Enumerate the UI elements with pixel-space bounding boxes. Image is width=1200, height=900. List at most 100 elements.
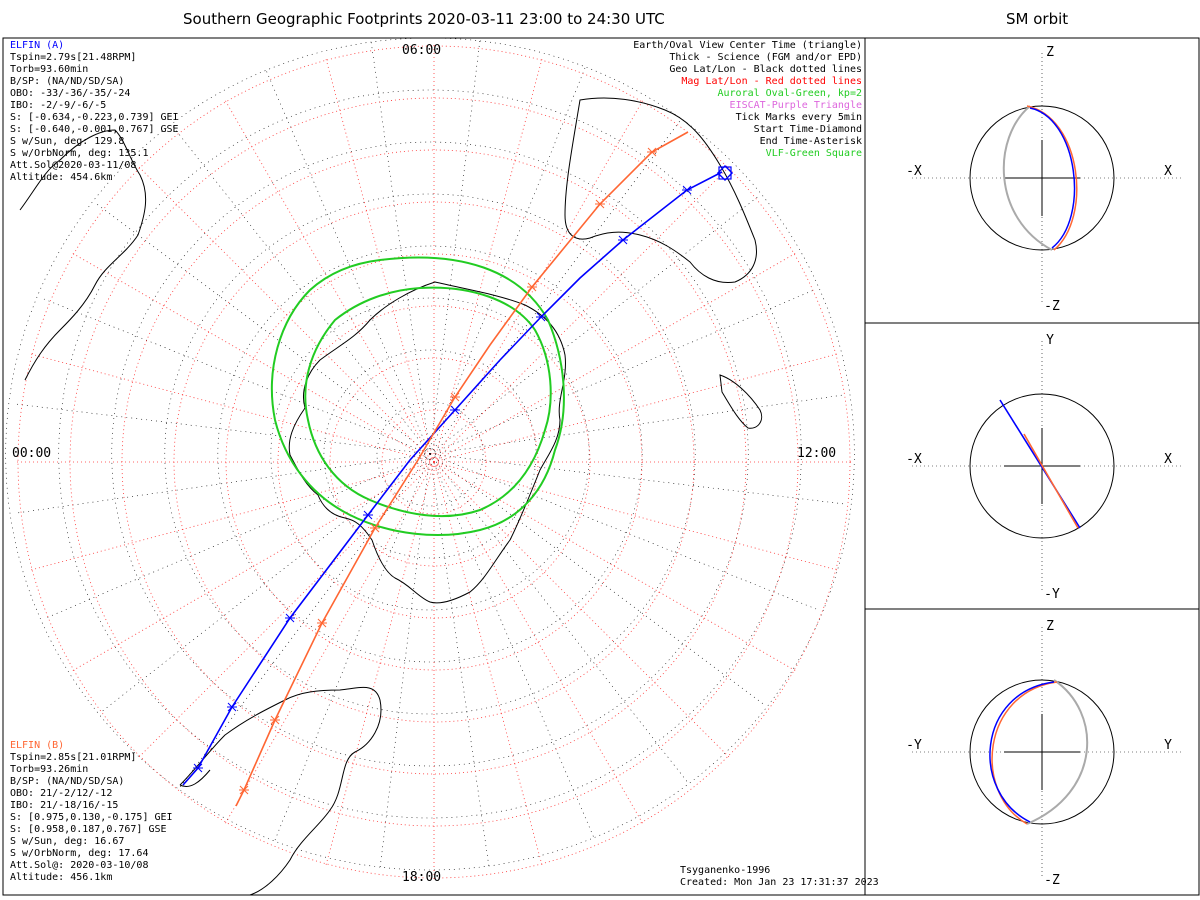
geo-lon-line bbox=[40, 297, 431, 455]
geo-lon-line bbox=[429, 288, 817, 455]
sm-panel-xz-frame bbox=[864, 37, 1200, 324]
elfin-b-tick bbox=[647, 147, 657, 157]
legend-item-9: VLF-Green Square bbox=[765, 148, 862, 159]
credits: Tsyganenko-1996 Created: Mon Jan 23 17:3… bbox=[680, 865, 879, 889]
sm-panel-yz: Z -Z -Y Y bbox=[906, 619, 1182, 888]
geo-lon-line bbox=[429, 64, 587, 455]
elfin-a-line-6: S: [-0.634,-0.223,0.739] GEI bbox=[10, 112, 179, 123]
orbit-b bbox=[991, 681, 1058, 825]
geo-lat-ring bbox=[270, 297, 590, 611]
sm-label-top: Y bbox=[1046, 333, 1054, 348]
elfin-b-tick bbox=[370, 523, 380, 533]
sm-orbit-title: SM orbit bbox=[1006, 10, 1069, 28]
mag-lon-line bbox=[136, 164, 435, 463]
vlf-green-square bbox=[718, 166, 732, 180]
antarctica-coast bbox=[288, 281, 566, 604]
elfin-b-line-0: ELFIN (B) bbox=[10, 740, 65, 751]
elfin-b-tick bbox=[595, 199, 605, 209]
elfin-a-line-3: B/SP: (NA/ND/SD/SA) bbox=[10, 76, 125, 87]
elfin-b-info: ELFIN (B) Tspin=2.85s[21.01RPM] Torb=93.26… bbox=[10, 740, 173, 884]
sm-label-bottom: -Z bbox=[1044, 299, 1060, 314]
mag-lon-line bbox=[433, 461, 732, 760]
elfin-a-start-diamond bbox=[716, 164, 734, 182]
sm-label-right: X bbox=[1164, 452, 1172, 467]
elfin-a-tick bbox=[682, 185, 692, 195]
created-credit: Created: Mon Jan 23 17:31:37 2023 bbox=[680, 877, 879, 888]
geo-lat-ring bbox=[5, 37, 855, 871]
elfin-a-line-2: Torb=93.60min bbox=[10, 64, 89, 75]
elfin-b-tick bbox=[239, 785, 249, 795]
geo-lon-line bbox=[177, 453, 431, 791]
sm-label-right: Y bbox=[1164, 738, 1172, 753]
orbit-b bbox=[1023, 433, 1079, 529]
elfin-a-tick bbox=[193, 763, 203, 773]
legend-item-8: End Time-Asterisk bbox=[759, 136, 862, 147]
elfin-b-line-1: Tspin=2.85s[21.01RPM] bbox=[10, 752, 137, 763]
elfin-b-line-3: B/SP: (NA/ND/SD/SA) bbox=[10, 776, 125, 787]
orbit-a-far bbox=[1026, 679, 1089, 825]
geo-lon-line bbox=[93, 201, 431, 455]
mag-lon-line bbox=[70, 251, 435, 463]
auroral-oval-outer bbox=[270, 256, 565, 536]
time-label-bottom: 18:00 bbox=[402, 870, 442, 885]
mag-lon-line bbox=[433, 98, 645, 463]
sm-label-left: -X bbox=[906, 164, 922, 179]
model-credit: Tsyganenko-1996 bbox=[680, 865, 771, 876]
mag-lon-line bbox=[70, 461, 435, 673]
mag-grid bbox=[14, 42, 854, 882]
legend-item-4: Auroral Oval-Green, kp=2 bbox=[717, 88, 863, 99]
elfin-b-tick bbox=[450, 392, 460, 402]
mag-lon-line bbox=[433, 461, 798, 673]
orbit-a-far bbox=[1002, 105, 1053, 251]
plot-title: Southern Geographic Footprints 2020-03-1… bbox=[183, 10, 665, 28]
geo-grid bbox=[5, 36, 855, 872]
mag-lon-line bbox=[433, 461, 544, 868]
auroral-oval bbox=[270, 256, 565, 536]
legend-item-2: Geo Lat/Lon - Black dotted lines bbox=[669, 64, 862, 75]
elfin-b-line-2: Torb=93.26min bbox=[10, 764, 89, 775]
auroral-oval-inner bbox=[304, 286, 552, 518]
mag-lon-line bbox=[433, 461, 645, 826]
elfin-a-info: ELFIN (A) Tspin=2.79s[21.48RPM] Torb=93.60… bbox=[10, 40, 179, 184]
elfin-a-line-11: Altitude: 454.6km bbox=[10, 172, 113, 183]
australia-coast bbox=[564, 97, 757, 284]
geo-lon-line bbox=[14, 453, 431, 514]
legend: Earth/Oval View Center Time (triangle) Th… bbox=[633, 40, 862, 160]
elfin-b-track bbox=[235, 131, 689, 807]
orbit-a bbox=[989, 681, 1055, 823]
elfin-b-line-11: Altitude: 456.1km bbox=[10, 872, 113, 883]
legend-item-3: Mag Lat/Lon - Red dotted lines bbox=[681, 76, 862, 87]
geo-lon-line bbox=[429, 453, 490, 870]
elfin-b-line-9: S w/OrbNorm, deg: 17.64 bbox=[10, 848, 149, 859]
geo-lon-line bbox=[170, 123, 431, 455]
elfin-a-tick bbox=[450, 405, 460, 415]
sm-label-bottom: -Z bbox=[1044, 873, 1060, 888]
geo-lat-ring bbox=[58, 89, 802, 819]
geo-lon-line bbox=[264, 67, 431, 455]
elfin-a-line-1: Tspin=2.79s[21.48RPM] bbox=[10, 52, 137, 63]
geo-lon-line bbox=[429, 394, 846, 455]
geo-lon-line bbox=[429, 453, 767, 707]
time-label-right: 12:00 bbox=[797, 446, 837, 461]
elfin-a-tick bbox=[227, 702, 237, 712]
geo-lon-line bbox=[273, 453, 431, 844]
mag-lon-line bbox=[433, 461, 840, 572]
sm-label-left: -Y bbox=[906, 738, 922, 753]
mag-lon-line bbox=[223, 461, 435, 826]
elfin-a-tick bbox=[285, 613, 295, 623]
geo-lat-ring bbox=[217, 245, 643, 663]
geo-lon-line bbox=[12, 403, 431, 455]
sm-panel-xy: Y -Y -X X bbox=[906, 333, 1182, 602]
sm-label-left: -X bbox=[906, 452, 922, 467]
mag-lon-line bbox=[324, 461, 435, 868]
geo-lon-line bbox=[429, 453, 820, 611]
geo-lon-line bbox=[99, 453, 431, 714]
mag-lon-line bbox=[223, 98, 435, 463]
mag-lon-line bbox=[433, 164, 732, 463]
elfin-a-line-9: S w/OrbNorm, deg: 135.1 bbox=[10, 148, 149, 159]
elfin-b-line-6: S: [0.975,0.130,-0.175] GEI bbox=[10, 812, 173, 823]
sm-panel-yz-frame bbox=[864, 608, 1200, 896]
elfin-b-line-8: S w/Sun, deg: 16.67 bbox=[10, 836, 125, 847]
sm-label-bottom: -Y bbox=[1044, 587, 1060, 602]
